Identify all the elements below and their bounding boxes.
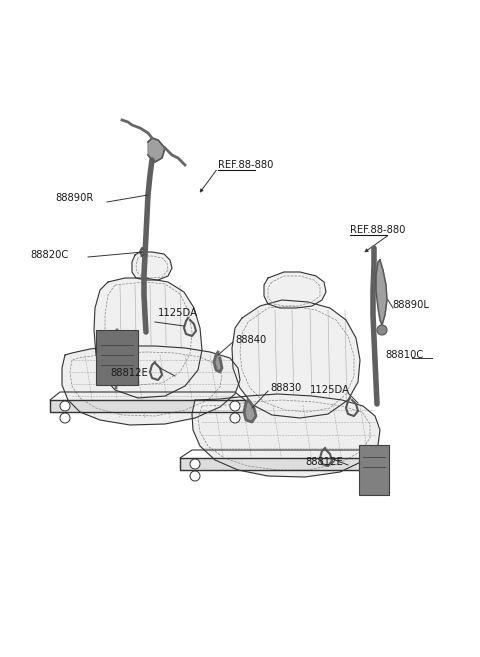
Text: 88890L: 88890L — [392, 300, 429, 310]
Text: REF.88-880: REF.88-880 — [350, 225, 406, 235]
Text: 88890R: 88890R — [55, 193, 93, 203]
Text: REF.88-880: REF.88-880 — [218, 160, 274, 170]
Circle shape — [190, 471, 200, 481]
Circle shape — [365, 459, 375, 469]
Polygon shape — [376, 260, 387, 325]
Bar — [359, 445, 389, 495]
Circle shape — [365, 471, 375, 481]
Polygon shape — [148, 138, 165, 162]
Text: 1125DA: 1125DA — [158, 308, 198, 318]
Polygon shape — [232, 300, 360, 418]
Text: 88840: 88840 — [235, 335, 266, 345]
Text: 88810C: 88810C — [385, 350, 423, 360]
Circle shape — [60, 401, 70, 411]
Polygon shape — [50, 400, 245, 412]
Text: 88812E: 88812E — [110, 368, 148, 378]
Circle shape — [60, 413, 70, 423]
Text: 88820C: 88820C — [30, 250, 68, 260]
Polygon shape — [132, 252, 172, 280]
Text: 1125DA: 1125DA — [310, 385, 350, 395]
Bar — [96, 330, 138, 385]
Polygon shape — [62, 346, 240, 425]
Polygon shape — [192, 394, 380, 477]
Circle shape — [377, 325, 387, 335]
Circle shape — [230, 401, 240, 411]
Polygon shape — [214, 352, 222, 372]
Polygon shape — [244, 400, 256, 422]
Polygon shape — [264, 272, 326, 308]
Circle shape — [230, 413, 240, 423]
Text: 88812E: 88812E — [305, 457, 343, 467]
Circle shape — [190, 459, 200, 469]
Polygon shape — [180, 458, 385, 470]
Text: 88830: 88830 — [270, 383, 301, 393]
Polygon shape — [94, 278, 202, 398]
